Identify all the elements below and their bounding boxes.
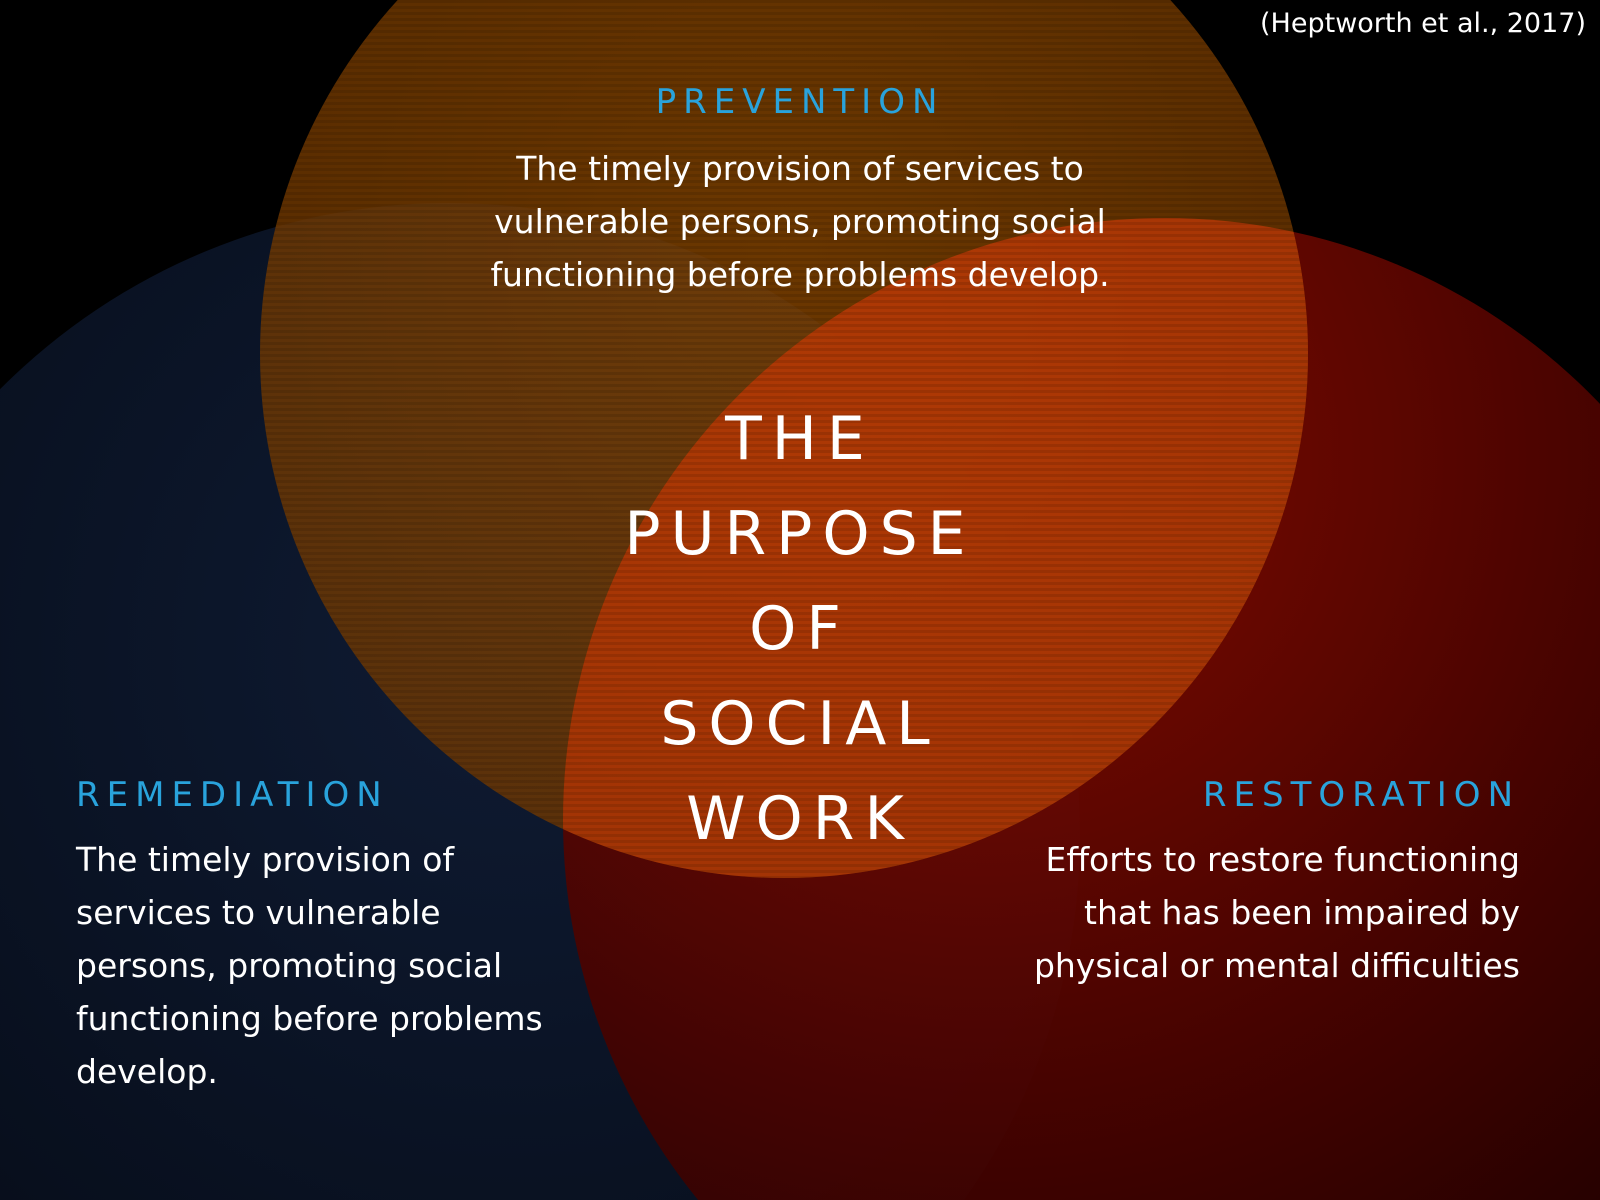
remediation-line: services to vulnerable: [76, 893, 441, 932]
center-title: THE PURPOSE OF SOCIAL WORK: [500, 392, 1100, 867]
prevention-heading: PREVENTION: [655, 82, 945, 122]
restoration-description: Efforts to restore functioning that has …: [1034, 833, 1520, 992]
remediation-heading: REMEDIATION: [76, 775, 389, 815]
remediation-description: The timely provision of services to vuln…: [76, 833, 543, 1098]
restoration-heading: RESTORATION: [1202, 775, 1520, 815]
citation: (Heptworth et al., 2017): [1260, 8, 1586, 39]
title-line: OF: [749, 594, 851, 664]
remediation-line: develop.: [76, 1052, 218, 1091]
title-line: THE: [725, 404, 875, 474]
title-line: WORK: [686, 784, 914, 854]
remediation-line: functioning before problems: [76, 999, 543, 1038]
remediation-line: persons, promoting social: [76, 946, 503, 985]
title-line: PURPOSE: [624, 499, 976, 569]
prevention-line: The timely provision of services to: [516, 149, 1084, 188]
title-line: SOCIAL: [660, 689, 940, 759]
prevention-description: The timely provision of services to vuln…: [0, 142, 1600, 301]
prevention-line: vulnerable persons, promoting social: [494, 202, 1106, 241]
remediation-line: The timely provision of: [76, 840, 455, 879]
restoration-line: physical or mental difficulties: [1033, 946, 1520, 985]
prevention-line: functioning before problems develop.: [490, 255, 1110, 294]
restoration-line: that has been impaired by: [1084, 893, 1520, 932]
scanline-texture: [260, 0, 1308, 878]
restoration-line: Efforts to restore functioning: [1045, 840, 1520, 879]
